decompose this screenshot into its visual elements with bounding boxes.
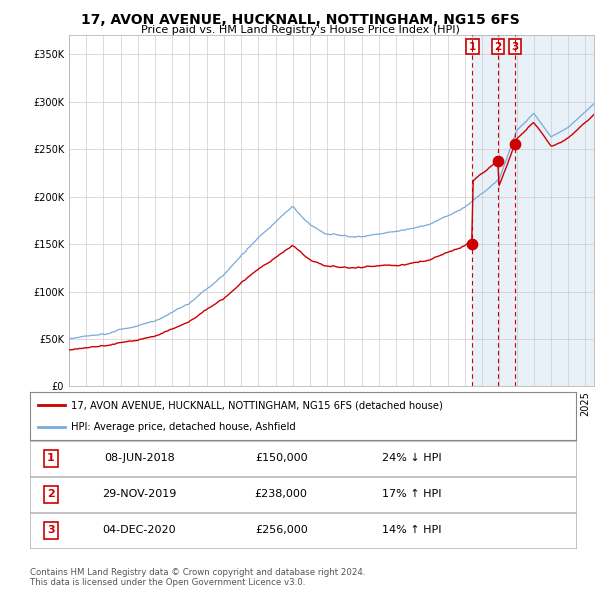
Text: 1: 1 <box>47 454 55 463</box>
Text: HPI: Average price, detached house, Ashfield: HPI: Average price, detached house, Ashf… <box>71 422 296 432</box>
Point <box>511 139 520 148</box>
Text: 2: 2 <box>47 490 55 499</box>
Polygon shape <box>472 35 594 386</box>
Text: Price paid vs. HM Land Registry's House Price Index (HPI): Price paid vs. HM Land Registry's House … <box>140 25 460 35</box>
Text: 2: 2 <box>494 42 502 52</box>
Text: 3: 3 <box>512 42 519 52</box>
Text: Contains HM Land Registry data © Crown copyright and database right 2024.
This d: Contains HM Land Registry data © Crown c… <box>30 568 365 587</box>
Text: £256,000: £256,000 <box>255 526 308 535</box>
Text: 17% ↑ HPI: 17% ↑ HPI <box>382 490 442 499</box>
Text: £150,000: £150,000 <box>255 454 307 463</box>
Text: 14% ↑ HPI: 14% ↑ HPI <box>382 526 442 535</box>
Text: 08-JUN-2018: 08-JUN-2018 <box>104 454 175 463</box>
Text: 17, AVON AVENUE, HUCKNALL, NOTTINGHAM, NG15 6FS: 17, AVON AVENUE, HUCKNALL, NOTTINGHAM, N… <box>80 13 520 27</box>
Text: 29-NOV-2019: 29-NOV-2019 <box>102 490 176 499</box>
Text: 3: 3 <box>47 526 55 535</box>
Text: 24% ↓ HPI: 24% ↓ HPI <box>382 454 442 463</box>
Text: 04-DEC-2020: 04-DEC-2020 <box>103 526 176 535</box>
Text: 1: 1 <box>469 42 476 52</box>
Point <box>493 156 503 165</box>
Point <box>467 240 477 249</box>
Text: £238,000: £238,000 <box>255 490 308 499</box>
Text: 17, AVON AVENUE, HUCKNALL, NOTTINGHAM, NG15 6FS (detached house): 17, AVON AVENUE, HUCKNALL, NOTTINGHAM, N… <box>71 400 443 410</box>
